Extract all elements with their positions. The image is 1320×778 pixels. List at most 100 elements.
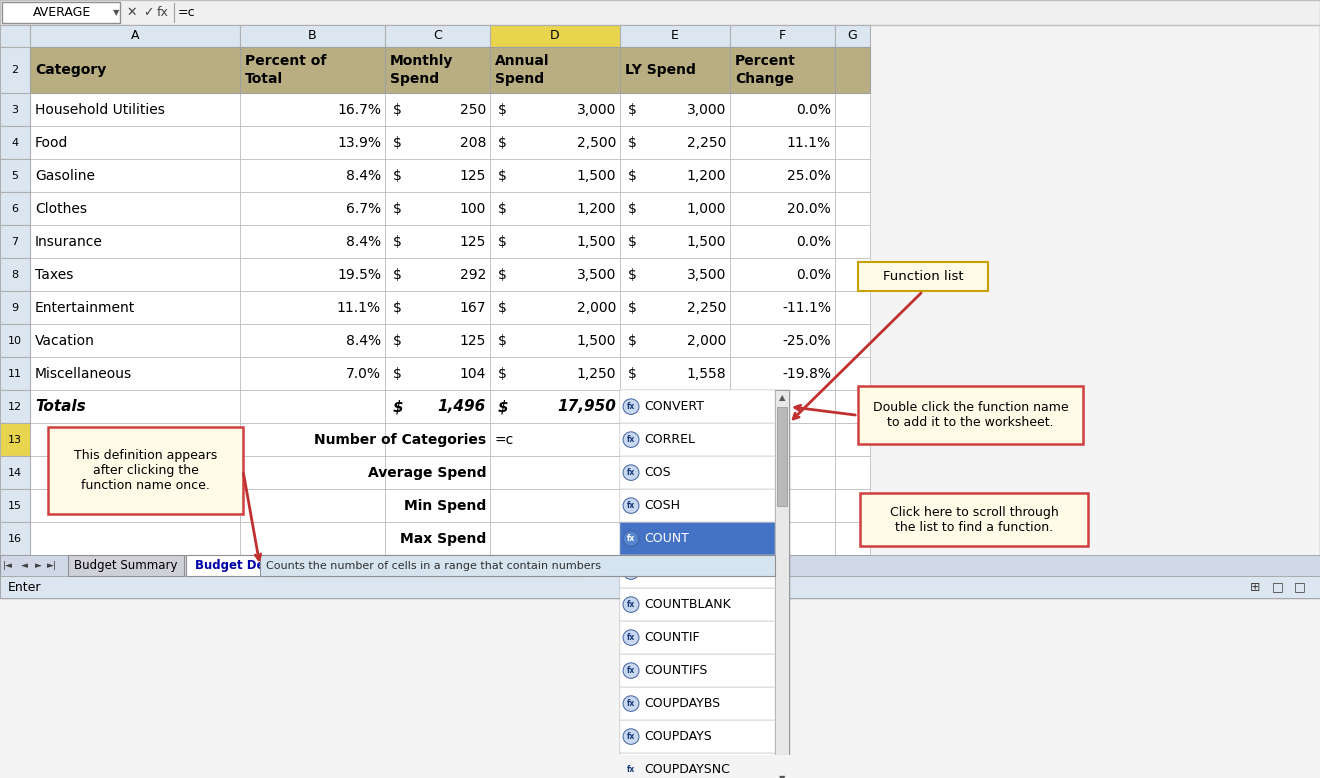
- Bar: [0, 0, 1320, 25]
- Bar: [30, 159, 240, 192]
- Text: 1,500: 1,500: [686, 235, 726, 249]
- Text: AVERAGE: AVERAGE: [33, 6, 91, 19]
- Text: COUNT: COUNT: [644, 532, 689, 545]
- Text: COUPDAYS: COUPDAYS: [644, 730, 711, 743]
- Text: 9: 9: [12, 303, 18, 313]
- Bar: [620, 225, 730, 258]
- Bar: [385, 324, 490, 357]
- Text: Counts the number of cells in a range that contain numbers: Counts the number of cells in a range th…: [267, 561, 601, 571]
- Text: ⊕: ⊕: [585, 559, 595, 573]
- Bar: [836, 47, 870, 93]
- Circle shape: [623, 498, 639, 513]
- Bar: [620, 456, 775, 489]
- Text: Change: Change: [735, 72, 793, 86]
- Bar: [490, 126, 620, 159]
- Text: 13.9%: 13.9%: [337, 135, 381, 149]
- Bar: [0, 423, 30, 456]
- Text: ◄: ◄: [21, 561, 28, 570]
- Bar: [0, 258, 30, 291]
- Bar: [30, 357, 240, 390]
- Bar: [0, 192, 30, 225]
- Text: 1,500: 1,500: [577, 169, 616, 183]
- Text: fx: fx: [627, 534, 635, 543]
- Bar: [490, 522, 620, 555]
- Bar: [730, 126, 836, 159]
- Text: Budget Summary: Budget Summary: [74, 559, 178, 573]
- Circle shape: [623, 531, 639, 546]
- Bar: [385, 47, 490, 93]
- Bar: [858, 386, 1082, 444]
- Bar: [240, 357, 385, 390]
- Text: ⊞: ⊞: [1250, 580, 1261, 594]
- Text: 1,500: 1,500: [577, 334, 616, 348]
- Bar: [0, 25, 30, 47]
- Bar: [0, 159, 30, 192]
- Bar: [0, 357, 30, 390]
- Bar: [730, 456, 836, 489]
- Bar: [836, 390, 870, 423]
- Text: fx: fx: [157, 6, 169, 19]
- Bar: [240, 126, 385, 159]
- Text: $: $: [393, 103, 401, 117]
- Bar: [836, 324, 870, 357]
- Text: fx: fx: [627, 765, 635, 774]
- Bar: [240, 192, 385, 225]
- Text: fx: fx: [627, 666, 635, 675]
- Bar: [490, 324, 620, 357]
- Text: This definition appears
after clicking the
function name once.: This definition appears after clicking t…: [74, 449, 216, 492]
- Bar: [730, 357, 836, 390]
- Text: COUNTIFS: COUNTIFS: [644, 664, 708, 677]
- Text: $: $: [628, 268, 636, 282]
- Text: $: $: [393, 135, 401, 149]
- Bar: [836, 423, 870, 456]
- Bar: [0, 225, 30, 258]
- Text: ►: ►: [34, 561, 41, 570]
- Text: =c: =c: [178, 6, 195, 19]
- Bar: [30, 324, 240, 357]
- Bar: [730, 489, 836, 522]
- Text: 2: 2: [12, 65, 18, 75]
- Text: B: B: [308, 30, 317, 43]
- Text: Total: Total: [246, 72, 282, 86]
- Text: 3,500: 3,500: [686, 268, 726, 282]
- Text: 1,200: 1,200: [577, 202, 616, 216]
- Bar: [0, 291, 30, 324]
- Bar: [490, 291, 620, 324]
- Text: $: $: [628, 334, 636, 348]
- Bar: [836, 225, 870, 258]
- Text: $: $: [498, 235, 507, 249]
- Circle shape: [623, 399, 639, 415]
- Text: ▼: ▼: [779, 774, 785, 778]
- Text: $: $: [498, 202, 507, 216]
- Bar: [297, 555, 434, 576]
- Text: Click here to scroll through
the list to find a function.: Click here to scroll through the list to…: [890, 506, 1059, 534]
- Bar: [620, 687, 775, 720]
- Bar: [490, 159, 620, 192]
- Text: 8.4%: 8.4%: [346, 334, 381, 348]
- Bar: [0, 324, 30, 357]
- Text: $: $: [498, 135, 507, 149]
- Bar: [0, 126, 30, 159]
- Text: ▼: ▼: [112, 8, 119, 17]
- Text: 125: 125: [459, 334, 486, 348]
- Bar: [490, 258, 620, 291]
- Text: 20.0%: 20.0%: [787, 202, 832, 216]
- Bar: [186, 555, 294, 576]
- Bar: [240, 324, 385, 357]
- Bar: [240, 390, 385, 423]
- Bar: [836, 456, 870, 489]
- Bar: [620, 390, 730, 423]
- Text: 13: 13: [8, 435, 22, 444]
- Bar: [490, 25, 620, 47]
- Text: Totals: Totals: [36, 399, 86, 414]
- Bar: [240, 522, 385, 555]
- Bar: [620, 522, 730, 555]
- Bar: [30, 225, 240, 258]
- Bar: [836, 126, 870, 159]
- Bar: [777, 407, 787, 506]
- Bar: [620, 720, 775, 753]
- Bar: [730, 159, 836, 192]
- Text: G: G: [847, 30, 858, 43]
- Bar: [385, 225, 490, 258]
- Text: $: $: [628, 235, 636, 249]
